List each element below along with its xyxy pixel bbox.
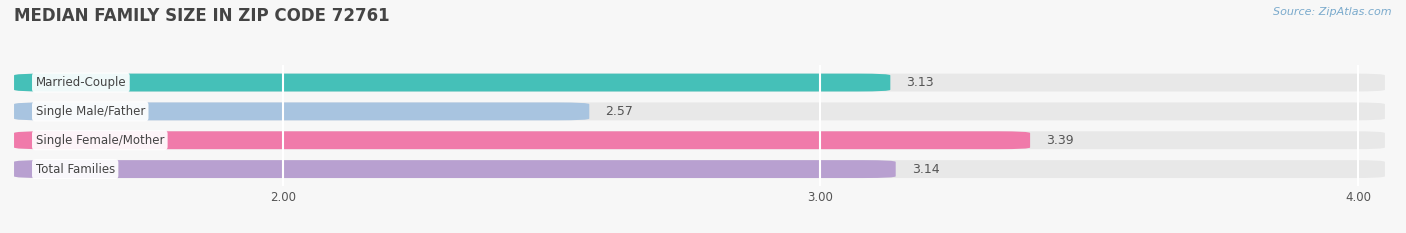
Text: Total Families: Total Families — [35, 163, 115, 176]
FancyBboxPatch shape — [14, 131, 1385, 149]
Text: 2.57: 2.57 — [606, 105, 633, 118]
Text: 3.39: 3.39 — [1046, 134, 1074, 147]
FancyBboxPatch shape — [14, 103, 1385, 120]
Text: Single Male/Father: Single Male/Father — [35, 105, 145, 118]
Text: 3.13: 3.13 — [907, 76, 934, 89]
FancyBboxPatch shape — [14, 103, 589, 120]
FancyBboxPatch shape — [14, 131, 1031, 149]
FancyBboxPatch shape — [14, 74, 890, 92]
Text: Married-Couple: Married-Couple — [35, 76, 127, 89]
FancyBboxPatch shape — [14, 160, 896, 178]
Text: 3.14: 3.14 — [912, 163, 939, 176]
FancyBboxPatch shape — [14, 74, 1385, 92]
FancyBboxPatch shape — [14, 160, 1385, 178]
Text: Single Female/Mother: Single Female/Mother — [35, 134, 165, 147]
Text: Source: ZipAtlas.com: Source: ZipAtlas.com — [1274, 7, 1392, 17]
Text: MEDIAN FAMILY SIZE IN ZIP CODE 72761: MEDIAN FAMILY SIZE IN ZIP CODE 72761 — [14, 7, 389, 25]
